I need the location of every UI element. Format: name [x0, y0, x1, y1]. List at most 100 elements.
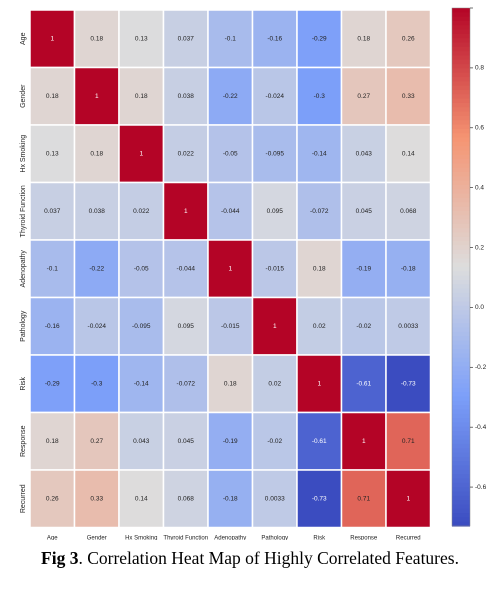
colorbar-segment [452, 271, 470, 277]
colorbar-segment [452, 90, 470, 95]
colorbar-segment [452, 232, 470, 238]
colorbar-segment [452, 452, 470, 458]
cell-value-label: 1 [95, 93, 99, 100]
heatmap-cell [207, 124, 254, 184]
cell-value-label: 0.13 [135, 35, 148, 42]
heatmap-cell [340, 296, 387, 356]
colorbar-segment [452, 478, 470, 484]
heatmap-cell [29, 411, 76, 471]
cell-value-label: -0.3 [91, 380, 103, 387]
colorbar-segment [452, 189, 470, 195]
colorbar-segment [452, 344, 470, 350]
colorbar-segment [452, 353, 470, 359]
colorbar-segment [452, 115, 470, 121]
colorbar-segment [452, 64, 470, 70]
column-label: Adenopathy [214, 536, 246, 541]
row-label: Recurred [20, 484, 27, 513]
heatmap-cell [162, 296, 209, 356]
colorbar-segment [452, 223, 470, 229]
colorbar-segment [452, 25, 470, 31]
cell-value-label: 0.33 [402, 93, 415, 100]
cell-value-label: -0.095 [132, 323, 151, 330]
cell-value-label: 0.043 [133, 438, 150, 445]
colorbar-tick-label: -0.6 [475, 484, 487, 491]
colorbar-segment [452, 383, 470, 389]
cell-value-label: -0.095 [266, 150, 285, 157]
colorbar-segment [452, 400, 470, 406]
row-label: Hx Smoking [20, 135, 27, 173]
cell-value-label: 0.27 [90, 438, 103, 445]
cell-value-label: 0.18 [46, 93, 59, 100]
column-label: Gender [87, 536, 107, 541]
cell-value-label: 1 [362, 438, 366, 445]
colorbar-segment [452, 292, 470, 298]
colorbar-segment [452, 51, 470, 57]
colorbar-segment [452, 508, 470, 514]
colorbar-segment [452, 513, 470, 518]
heatmap-cell [118, 124, 165, 184]
colorbar-segment [452, 469, 470, 475]
cell-value-label: -0.18 [401, 265, 416, 272]
colorbar-segment [452, 236, 470, 242]
colorbar-segment [452, 314, 470, 320]
heatmap-cell [385, 239, 432, 299]
heatmap-cell [207, 296, 254, 356]
colorbar-segment [452, 431, 470, 436]
cell-value-label: 0.33 [90, 495, 103, 502]
colorbar-segment [452, 38, 470, 44]
heatmap-cells: 1 0.18 0.13 0.037 -0.1 -0.16 -0.29 0.18 0.26 0.18… [29, 9, 432, 529]
colorbar-segment [452, 491, 470, 497]
heatmap-cell [73, 469, 120, 529]
colorbar-segment [452, 176, 470, 182]
cell-value-label: 0.26 [46, 495, 59, 502]
colorbar-segment [452, 197, 470, 203]
colorbar-frame [451, 7, 471, 527]
cell-value-label: 0.18 [90, 35, 103, 42]
colorbar-segment [452, 448, 470, 454]
cell-value-label: -0.1 [47, 265, 59, 272]
colorbar-segment [452, 124, 470, 130]
colorbar-segment [452, 392, 470, 398]
colorbar-segment [452, 163, 470, 169]
cell-value-label: -0.015 [266, 265, 285, 272]
colorbar-segment [452, 141, 470, 147]
colorbar-segment [452, 495, 470, 501]
row-label: Thyroid Function [20, 185, 27, 237]
cell-value-label: -0.05 [134, 265, 149, 272]
colorbar-segment [452, 202, 470, 208]
row-label: Response [20, 425, 27, 457]
heatmap-cell [340, 9, 387, 69]
heatmap-cell [251, 469, 298, 529]
colorbar-segment [452, 413, 470, 419]
colorbar-segment [452, 16, 470, 22]
colorbar-segment [452, 128, 470, 134]
cell-value-label: 0.045 [356, 208, 373, 215]
colorbar-segment [452, 206, 470, 212]
row-labels: Age Gender Hx Smoking Thyroid Function Adeno… [20, 32, 27, 513]
colorbar-segment [452, 284, 470, 290]
heatmap-cell [296, 469, 343, 529]
colorbar-segment [452, 210, 470, 216]
cell-value-label: 0.26 [402, 35, 415, 42]
heatmap-cell [207, 411, 254, 471]
colorbar-segment [452, 107, 470, 113]
heatmap-cell [251, 9, 298, 69]
colorbar-segment [452, 137, 470, 143]
colorbar-segment [452, 517, 470, 523]
cell-value-label: -0.73 [312, 495, 327, 502]
heatmap-cell [251, 296, 298, 356]
colorbar-segment [452, 81, 470, 87]
cell-value-label: 0.18 [313, 265, 326, 272]
heatmap-cell [29, 239, 76, 299]
column-label: Risk [313, 536, 326, 541]
colorbar-segment [452, 327, 470, 333]
colorbar-segment [452, 219, 470, 225]
heatmap-cell [296, 66, 343, 126]
colorbar-segment [452, 465, 470, 471]
cell-value-label: 0.27 [357, 93, 370, 100]
colorbar-segment [452, 102, 470, 108]
colorbar-segment [452, 172, 470, 177]
colorbar-tick-label: 0.2 [475, 244, 484, 251]
cell-value-label: 0.18 [224, 380, 237, 387]
heatmap-cell [73, 124, 120, 184]
